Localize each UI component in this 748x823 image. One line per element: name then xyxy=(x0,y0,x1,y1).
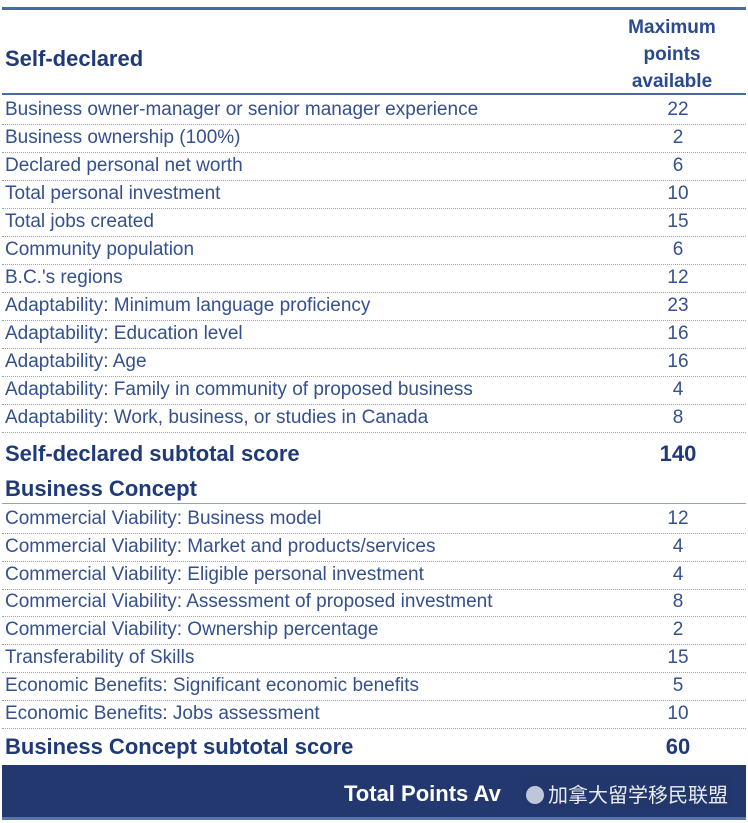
row-points: 2 xyxy=(672,127,684,148)
header-line: Maximum xyxy=(628,17,716,38)
row-label: Total jobs created xyxy=(5,211,154,232)
row-label: B.C.'s regions xyxy=(5,267,123,288)
subtotal-row: Self-declared subtotal score 140 xyxy=(2,438,746,472)
row-points: 22 xyxy=(667,99,689,120)
table-row: Economic Benefits: Significant economic … xyxy=(2,672,746,701)
table-row: B.C.'s regions 12 xyxy=(2,264,746,293)
row-label: Commercial Viability: Ownership percenta… xyxy=(5,619,379,641)
table-row: Commercial Viability: Assessment of prop… xyxy=(2,588,746,618)
row-points: 15 xyxy=(667,211,689,232)
row-label: Adaptability: Age xyxy=(5,351,147,372)
header-rule xyxy=(2,93,746,95)
table-row: Transferability of Skills 15 xyxy=(2,644,746,673)
row-points: 6 xyxy=(672,155,684,176)
row-label: Business owner-manager or senior manager… xyxy=(5,99,479,120)
row-points: 8 xyxy=(672,591,684,613)
row-points: 8 xyxy=(672,407,684,428)
header-line: points xyxy=(643,44,701,65)
table-row: Adaptability: Education level 16 xyxy=(2,320,746,349)
section-heading: Business Concept xyxy=(2,473,746,504)
top-rule xyxy=(2,7,746,10)
section-title: Self-declared xyxy=(5,46,144,71)
row-points: 10 xyxy=(667,183,689,204)
subtotal-row: Business Concept subtotal score 60 xyxy=(2,731,746,765)
row-label: Commercial Viability: Market and product… xyxy=(5,535,436,557)
watermark-text: 加拿大留学移民联盟 xyxy=(548,785,728,807)
row-label: Total personal investment xyxy=(5,183,221,204)
table-row: Economic Benefits: Jobs assessment 10 xyxy=(2,700,746,729)
header-line: available xyxy=(631,71,713,92)
row-label: Commercial Viability: Assessment of prop… xyxy=(5,591,493,613)
row-label: Adaptability: Family in community of pro… xyxy=(5,379,473,400)
table-row: Total jobs created 15 xyxy=(2,208,746,237)
row-points: 6 xyxy=(672,239,684,260)
row-points: 15 xyxy=(667,647,689,668)
row-points: 16 xyxy=(667,351,689,372)
row-label: Declared personal net worth xyxy=(5,155,243,176)
row-points: 2 xyxy=(672,619,684,641)
row-points: 16 xyxy=(667,323,689,344)
table-header: Self-declared Maximum points available xyxy=(0,10,746,92)
table-row: Business ownership (100%) 2 xyxy=(2,124,746,153)
table-row: Adaptability: Work, business, or studies… xyxy=(2,404,746,433)
row-label: Community population xyxy=(5,239,195,260)
row-label: Adaptability: Minimum language proficien… xyxy=(5,295,371,316)
row-label: Self-declared subtotal score xyxy=(5,441,300,466)
row-label: Business ownership (100%) xyxy=(5,127,241,148)
row-label: Business Concept xyxy=(5,476,197,501)
row-label: Commercial Viability: Eligible personal … xyxy=(5,563,424,585)
row-label: Adaptability: Work, business, or studies… xyxy=(5,407,429,428)
row-label: Adaptability: Education level xyxy=(5,323,243,344)
row-points: 4 xyxy=(672,563,684,585)
row-label: Economic Benefits: Jobs assessment xyxy=(5,702,320,724)
row-points: 4 xyxy=(672,535,684,557)
table-row: Commercial Viability: Market and product… xyxy=(2,533,746,562)
row-points: 10 xyxy=(667,702,689,724)
table-row: Adaptability: Age 16 xyxy=(2,348,746,377)
table-row: Commercial Viability: Ownership percenta… xyxy=(2,616,746,646)
table-row: Adaptability: Minimum language proficien… xyxy=(2,292,746,321)
table-row: Adaptability: Family in community of pro… xyxy=(2,376,746,405)
row-points: 4 xyxy=(672,379,684,400)
watermark: 加拿大留学移民联盟 xyxy=(522,777,732,810)
total-points-bar: Total Points Av 加拿大留学移民联盟 xyxy=(2,765,746,820)
row-points: 12 xyxy=(667,508,689,529)
row-points: 60 xyxy=(665,734,691,759)
table-row: Community population 6 xyxy=(2,236,746,265)
table-row: Commercial Viability: Business model 12 xyxy=(2,505,746,534)
total-points-label: Total Points Av xyxy=(344,781,501,806)
wechat-icon xyxy=(526,786,544,804)
table-row: Commercial Viability: Eligible personal … xyxy=(2,561,746,590)
row-points: 23 xyxy=(667,295,689,316)
row-label: Economic Benefits: Significant economic … xyxy=(5,674,419,696)
row-label: Transferability of Skills xyxy=(5,647,195,668)
max-points-header: Maximum points available xyxy=(612,14,732,95)
table-row: Business owner-manager or senior manager… xyxy=(2,96,746,125)
row-points: 12 xyxy=(667,267,689,288)
row-points: 5 xyxy=(672,674,684,696)
table-row: Total personal investment 10 xyxy=(2,180,746,209)
row-label: Commercial Viability: Business model xyxy=(5,508,322,529)
row-label: Business Concept subtotal score xyxy=(5,734,354,759)
table-row: Declared personal net worth 6 xyxy=(2,152,746,181)
row-points: 140 xyxy=(659,441,697,466)
